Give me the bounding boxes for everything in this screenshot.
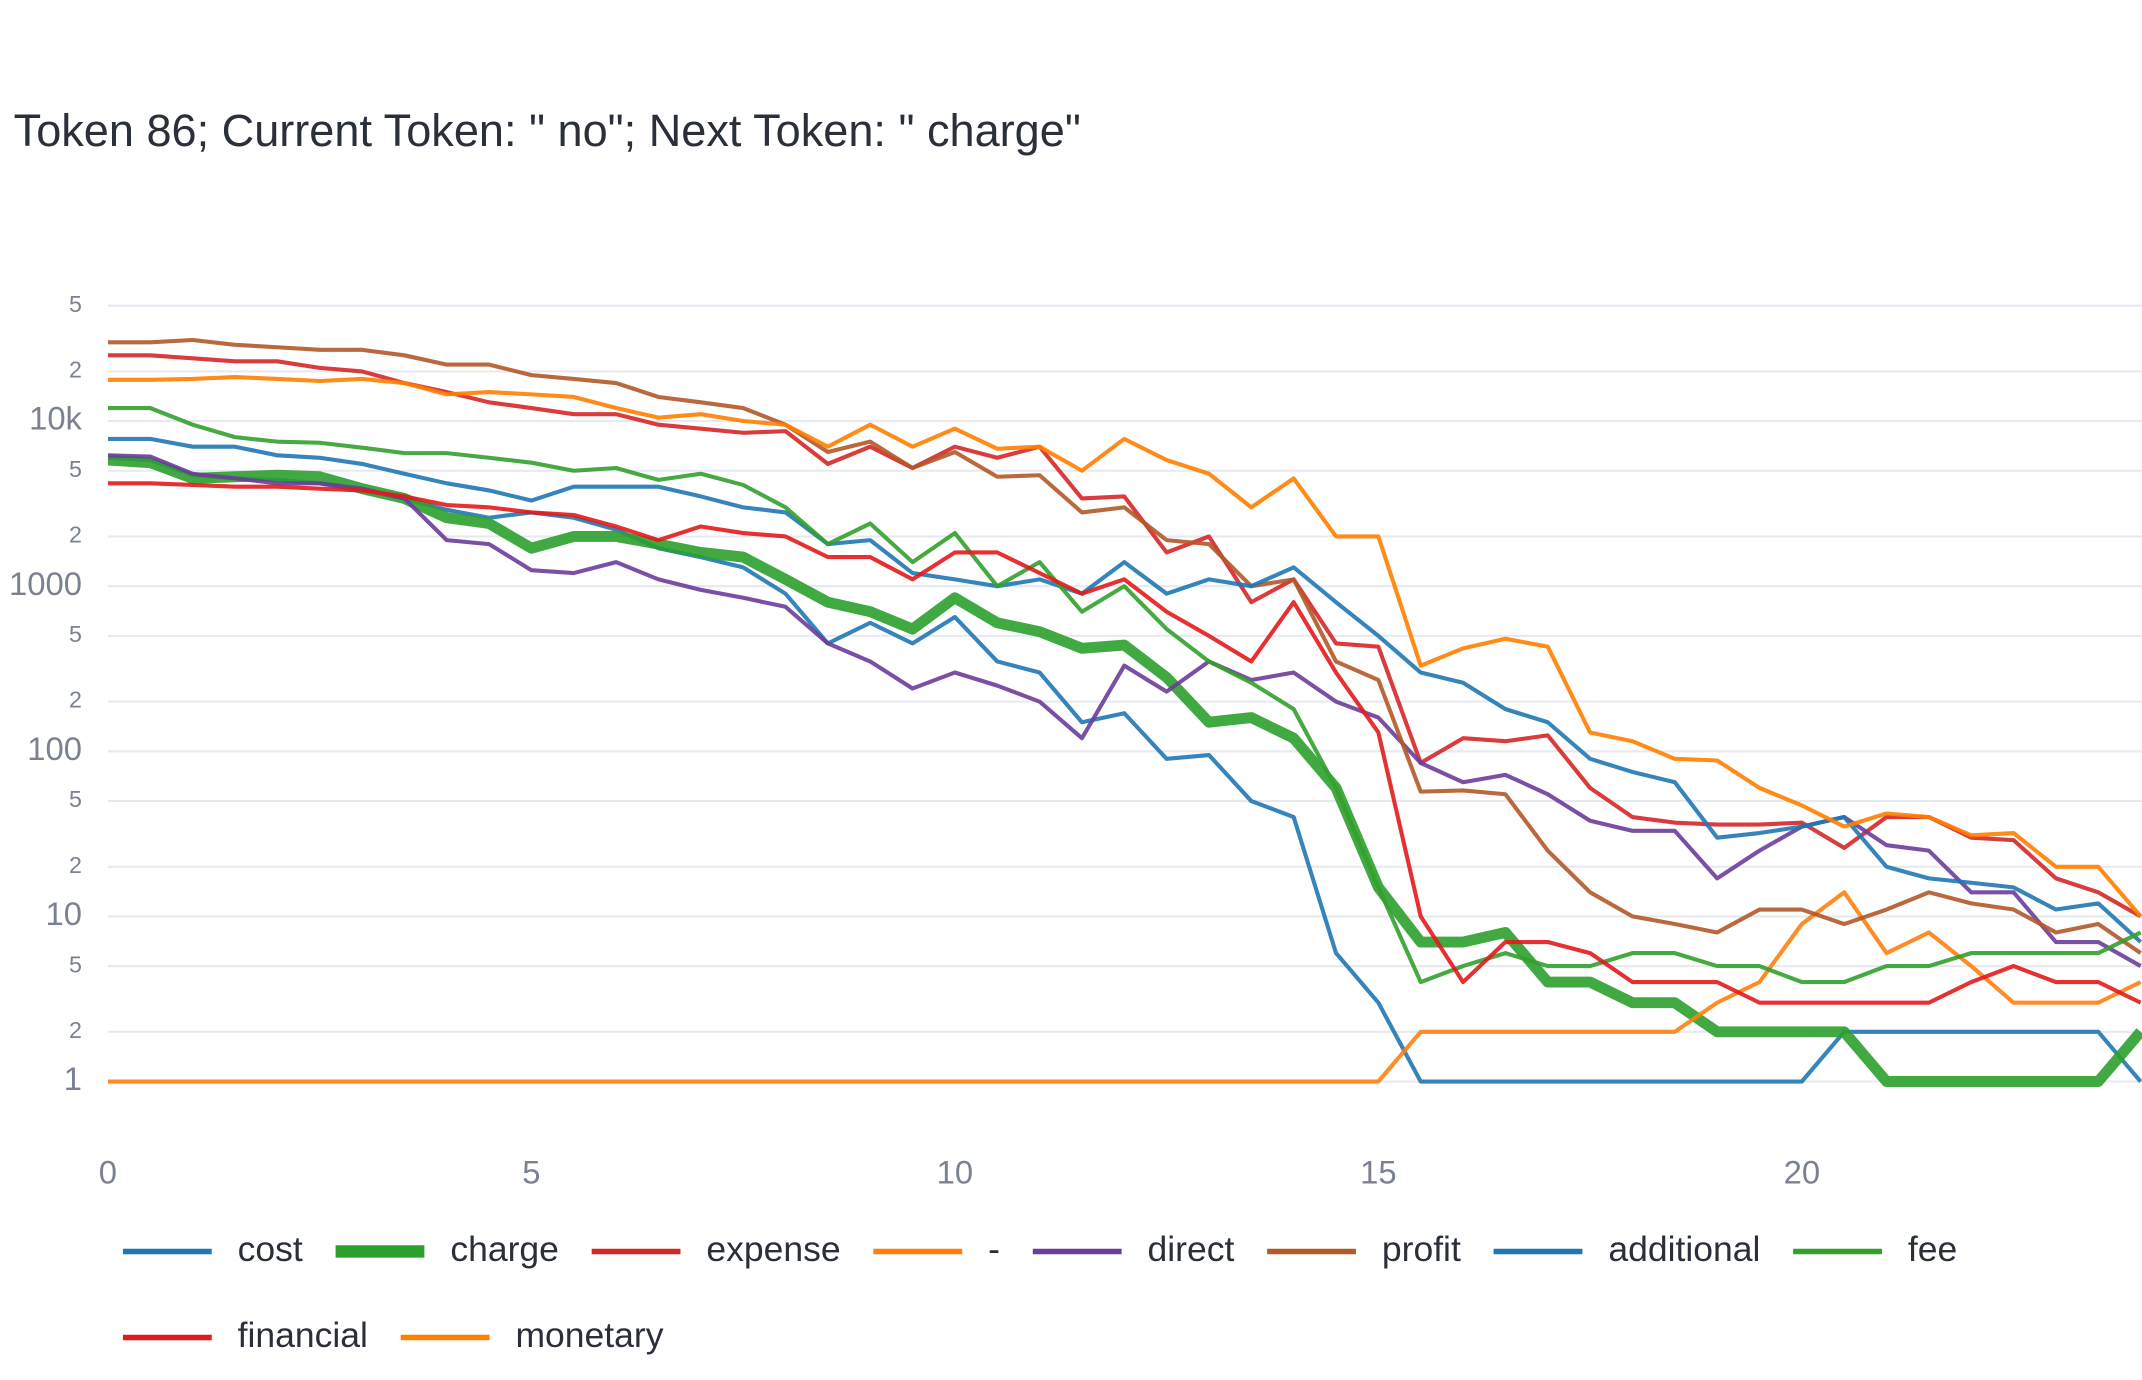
chart-title: Token 86; Current Token: " no"; Next Tok… (14, 105, 1081, 156)
legend-label: additional (1608, 1229, 1760, 1269)
series-line (107, 374, 2142, 918)
series-line (107, 481, 2142, 1005)
legend-label: charge (450, 1229, 559, 1269)
legend-label: monetary (515, 1315, 663, 1355)
series-line (107, 353, 2142, 919)
series-line (107, 436, 2142, 944)
axes: 1 2 5 10 2 5 100 2 5 1000 2 5 10k 2 5 0 5 10 15 20 (9, 291, 1820, 1191)
legend-label: - (988, 1229, 1000, 1269)
y-tick-label: 1 (64, 1060, 82, 1097)
y-tick-label: 1000 (9, 565, 82, 602)
series-line (107, 890, 2142, 1084)
series-line (107, 455, 2142, 1084)
x-tick-label: 0 (99, 1154, 117, 1191)
legend-label: expense (706, 1229, 840, 1269)
grid (107, 304, 2142, 1083)
y-tick-label: 2 (69, 1017, 82, 1043)
series-line (107, 405, 2142, 985)
y-tick-label: 5 (69, 291, 82, 317)
x-tick-label: 20 (1784, 1154, 1820, 1191)
legend-label: cost (238, 1229, 303, 1269)
x-tick-label: 5 (522, 1154, 540, 1191)
x-tick-label: 15 (1360, 1154, 1396, 1191)
y-tick-label: 10 (46, 895, 82, 932)
legend-label: direct (1148, 1229, 1235, 1269)
legend-label: fee (1908, 1229, 1957, 1269)
y-tick-label: 5 (69, 951, 82, 977)
legend-label: financial (238, 1315, 368, 1355)
y-tick-label: 2 (69, 357, 82, 383)
y-tick-label: 5 (69, 456, 82, 482)
legend: cost charge expense - direct profit additional… (122, 1229, 1957, 1355)
y-tick-label: 100 (27, 730, 82, 767)
y-tick-label: 5 (69, 621, 82, 647)
plot-area (107, 337, 2142, 1087)
y-tick-label: 2 (69, 852, 82, 878)
series-line (107, 453, 2142, 968)
series-line (107, 454, 2142, 1087)
y-tick-label: 2 (69, 522, 82, 548)
x-tick-label: 10 (937, 1154, 973, 1191)
y-tick-label: 2 (69, 687, 82, 713)
y-tick-label: 5 (69, 786, 82, 812)
series-line (107, 337, 2142, 955)
y-tick-label: 10k (29, 400, 82, 437)
legend-label: profit (1382, 1229, 1461, 1269)
